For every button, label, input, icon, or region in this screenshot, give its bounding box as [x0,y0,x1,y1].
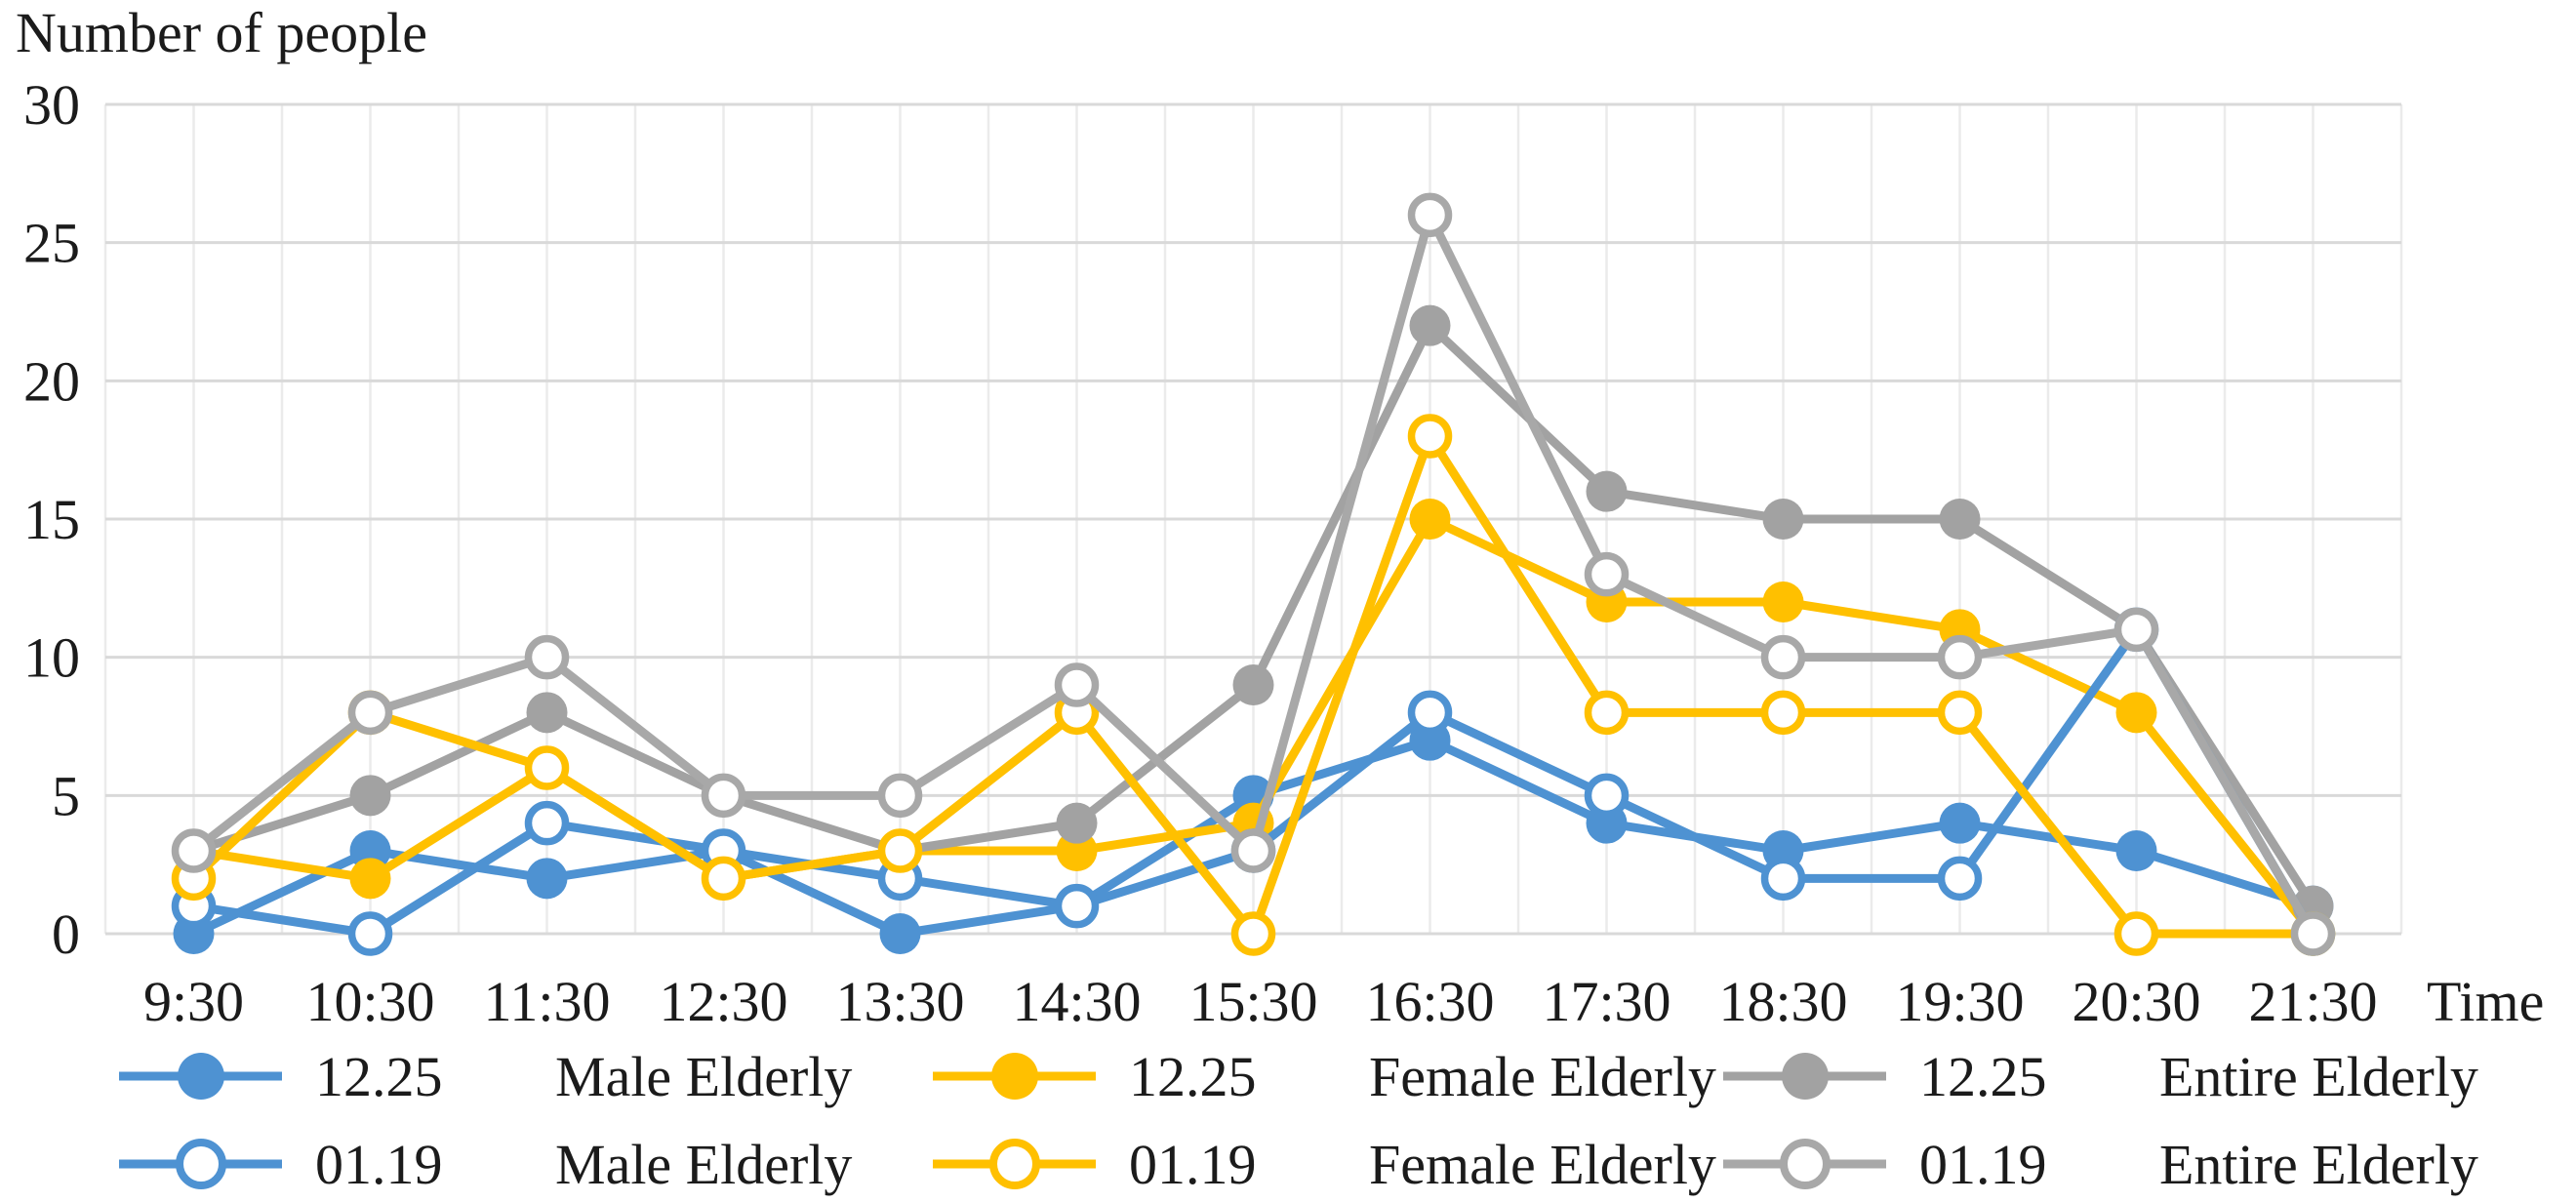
legend-item-01-19-male-elderly[interactable]: 01.19 Male Elderly [115,1128,852,1200]
legend-date: 01.19 [315,1132,443,1196]
y-axis-tick-label: 10 [23,626,80,690]
x-axis-tick-label: 14:30 [1012,970,1141,1033]
y-axis-tick-label: 5 [52,764,80,827]
x-axis-tick-label: 15:30 [1188,970,1317,1033]
y-axis-tick-label: 30 [23,73,80,137]
data-point-12-25-male-elderly [526,858,568,900]
data-point-01-19-female-elderly [701,856,746,902]
legend-item-01-19-entire-elderly[interactable]: 01.19 Entire Elderly [1719,1128,2478,1200]
data-point-01-19-male-elderly [1054,883,1100,929]
data-point-01-19-male-elderly [1937,856,1983,902]
x-axis-tick-label: 11:30 [484,970,611,1033]
x-axis-tick-label: 18:30 [1718,970,1847,1033]
series-layer [171,192,2336,956]
x-axis-tick-label: 17:30 [1542,970,1670,1033]
y-axis-tick-label: 20 [23,349,80,413]
data-point-01-19-entire-elderly [1230,828,1276,873]
legend-label: Entire Elderly [2159,1044,2478,1108]
data-point-01-19-male-elderly [347,911,393,956]
data-point-01-19-entire-elderly [2290,911,2336,956]
data-point-12-25-entire-elderly [526,692,568,734]
data-point-01-19-entire-elderly [347,690,393,736]
data-point-01-19-female-elderly [2113,911,2159,956]
data-point-01-19-entire-elderly [877,773,923,819]
x-axis-tick-label: 9:30 [143,970,244,1033]
legend-marker-filled-icon [933,1053,1096,1100]
legend-marker-open-icon [1723,1139,1886,1189]
data-point-01-19-male-elderly [1407,690,1453,736]
data-point-01-19-entire-elderly [1937,634,1983,680]
data-point-01-19-entire-elderly [524,634,570,680]
data-point-01-19-female-elderly [1760,690,1806,736]
legend-date: 01.19 [1919,1132,2047,1196]
data-point-01-19-male-elderly [524,800,570,846]
data-point-01-19-entire-elderly [1407,192,1453,238]
legend-label: Female Elderly [1369,1044,1716,1108]
data-point-12-25-entire-elderly [349,775,391,817]
series-01-19-entire-elderly [171,192,2336,956]
data-point-12-25-female-elderly [1762,581,1804,622]
legend-date: 12.25 [315,1044,443,1108]
x-axis-tick-label: 16:30 [1365,970,1494,1033]
legend-marker-open-icon [933,1139,1096,1189]
x-axis-tick-label: 21:30 [2248,970,2377,1033]
legend-item-12-25-female-elderly[interactable]: 12.25 Female Elderly [929,1040,1716,1112]
y-axis-tick-label: 25 [23,212,80,275]
data-point-01-19-entire-elderly [2113,607,2159,653]
data-point-12-25-entire-elderly [1762,499,1804,540]
legend-marker-filled-icon [119,1053,282,1100]
x-axis-tick-label: 19:30 [1895,970,2024,1033]
y-axis-title: Number of people [16,1,427,64]
data-point-12-25-male-elderly [1939,802,1981,844]
legend-item-12-25-male-elderly[interactable]: 12.25 Male Elderly [115,1040,852,1112]
y-axis-tick-label: 15 [23,488,80,551]
data-point-12-25-female-elderly [349,858,391,900]
data-point-12-25-entire-elderly [1586,470,1628,512]
legend-label: Male Elderly [555,1044,853,1108]
data-point-12-25-entire-elderly [1056,802,1098,844]
x-axis-tick-label: 12:30 [659,970,787,1033]
legend-label: Entire Elderly [2159,1132,2478,1196]
x-axis-tick-label: 13:30 [835,970,964,1033]
legend-item-01-19-female-elderly[interactable]: 01.19 Female Elderly [929,1128,1716,1200]
legend-date: 12.25 [1129,1044,1257,1108]
data-point-01-19-female-elderly [1230,911,1276,956]
y-axis-tick-label: 0 [52,902,80,966]
legend-date: 12.25 [1919,1044,2047,1108]
data-point-01-19-female-elderly [1584,690,1630,736]
data-point-12-25-entire-elderly [1409,304,1451,346]
x-axis-title: Time [2427,970,2544,1033]
data-point-12-25-entire-elderly [1939,499,1981,540]
data-point-01-19-entire-elderly [1760,634,1806,680]
data-point-01-19-female-elderly [524,745,570,790]
legend-marker-open-icon [119,1139,282,1189]
data-point-01-19-female-elderly [877,828,923,873]
data-point-01-19-female-elderly [1407,414,1453,459]
data-point-01-19-entire-elderly [171,828,217,873]
data-point-01-19-male-elderly [1584,773,1630,819]
x-axis-tick-label: 20:30 [2072,970,2200,1033]
data-point-12-25-male-elderly [2115,830,2157,871]
data-point-01-19-female-elderly [1937,690,1983,736]
legend-date: 01.19 [1129,1132,1257,1196]
legend-marker-filled-icon [1723,1053,1886,1100]
data-point-01-19-male-elderly [1760,856,1806,902]
data-point-01-19-entire-elderly [701,773,746,819]
data-point-12-25-entire-elderly [1232,664,1274,705]
x-axis-tick-label: 10:30 [305,970,434,1033]
data-point-01-19-entire-elderly [1584,551,1630,597]
axis-labels: 0 5 10 15 20 25 30 9:30 10:30 11:30 12:30 13:30 14:3… [23,73,2378,1033]
legend-label: Male Elderly [555,1132,853,1196]
data-point-12-25-male-elderly [879,913,921,954]
legend-item-12-25-entire-elderly[interactable]: 12.25 Entire Elderly [1719,1040,2478,1112]
data-point-12-25-female-elderly [1409,499,1451,540]
legend-label: Female Elderly [1369,1132,1716,1196]
data-point-12-25-female-elderly [2115,692,2157,734]
data-point-01-19-entire-elderly [1054,662,1100,707]
